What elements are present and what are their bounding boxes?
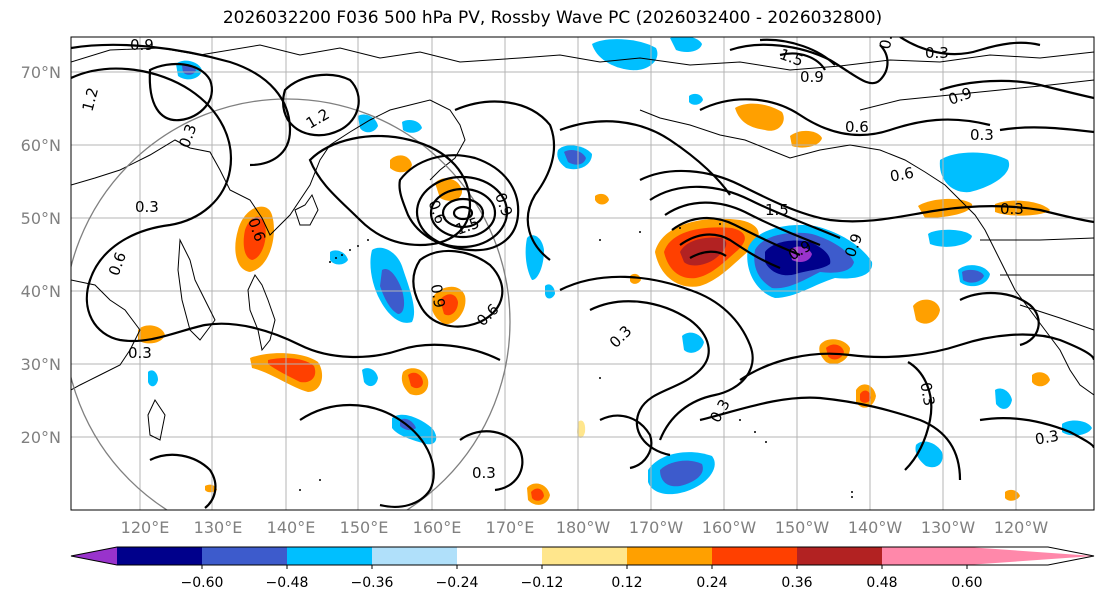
colorbar-tick-label: 0.12: [611, 575, 642, 591]
contour-label: 0.3: [472, 464, 496, 482]
contour-label: 0.6: [876, 24, 898, 51]
longitude-label: 120°E: [121, 518, 170, 537]
longitude-label: 140°E: [267, 518, 316, 537]
colorbar-segment: [202, 547, 287, 565]
colorbar-outline: [70, 546, 1095, 566]
longitude-label: 160°W: [702, 518, 757, 537]
latitude-label: 30°N: [21, 355, 61, 374]
map-border: [70, 36, 1095, 511]
contour-label: 0.6: [845, 118, 869, 136]
longitude-label: 120°W: [994, 518, 1049, 537]
latitude-axis: 70°N 60°N 50°N 40°N 30°N 20°N: [21, 63, 61, 447]
colorbar-tick-labels: −0.60 −0.48 −0.36 −0.24 −0.12 0.12 0.24 …: [181, 575, 983, 591]
colorbar-tick-marks: [201, 565, 968, 569]
latitude-label: 20°N: [21, 428, 61, 447]
longitude-label: 170°W: [629, 518, 684, 537]
longitude-label: 150°W: [775, 518, 830, 537]
colorbar-tick-label: −0.60: [181, 575, 224, 591]
colorbar-tick-label: 0.48: [866, 575, 897, 591]
contour-label: 0.9: [800, 68, 824, 86]
contour-label: 0.9: [427, 283, 449, 310]
colorbar-segment: [627, 547, 712, 565]
latitude-label: 40°N: [21, 282, 61, 301]
contour-label: 1.2: [79, 86, 103, 114]
colorbar-segment: [457, 547, 542, 565]
longitude-label: 130°W: [921, 518, 976, 537]
colorbar-tick-label: −0.24: [436, 575, 479, 591]
latitude-label: 70°N: [21, 63, 61, 82]
colorbar: −0.60 −0.48 −0.36 −0.24 −0.12 0.12 0.24 …: [70, 546, 1095, 591]
colorbar-tick-label: −0.36: [351, 575, 394, 591]
contour-label: 0.3: [135, 198, 159, 216]
longitude-label: 130°E: [194, 518, 243, 537]
latitude-label: 50°N: [21, 209, 61, 228]
colorbar-segment: [712, 547, 797, 565]
colorbar-segment: [372, 547, 457, 565]
colorbar-segment: [542, 547, 627, 565]
colorbar-extend-max: [967, 547, 1094, 565]
graticule: [71, 37, 1094, 510]
colorbar-segment: [287, 547, 372, 565]
longitude-label: 150°E: [340, 518, 389, 537]
contour-label: 0.6: [889, 164, 916, 186]
contour-label: 0.9: [130, 36, 154, 54]
longitude-label: 180°W: [556, 518, 611, 537]
contour-label: 0.3: [128, 344, 152, 362]
longitude-label: 170°E: [486, 518, 535, 537]
colorbar-tick-label: 0.36: [781, 575, 812, 591]
longitude-label: 140°W: [848, 518, 903, 537]
contour-label: 0.3: [1034, 427, 1061, 449]
contour-label: 1.5: [765, 201, 789, 219]
longitude-axis: 120°E 130°E 140°E 150°E 160°E 170°E 180°…: [121, 518, 1049, 537]
colorbar-segment: [882, 547, 967, 565]
contour-label: 0.3: [916, 381, 938, 408]
pv-contours: [71, 37, 1094, 509]
negative-anomaly-british-columbia: [939, 152, 1010, 193]
contour-label: 0.3: [925, 44, 949, 62]
colorbar-segment: [797, 547, 882, 565]
colorbar-tick-label: 0.60: [951, 575, 982, 591]
colorbar-tick-label: −0.48: [266, 575, 309, 591]
map-title: 2026032200 F036 500 hPa PV, Rossby Wave …: [222, 8, 883, 28]
latitude-label: 60°N: [21, 136, 61, 155]
colorbar-segment: [117, 547, 202, 565]
island-chains: [299, 223, 853, 498]
colorbar-tick-label: −0.12: [521, 575, 564, 591]
contour-label: 0.3: [1000, 200, 1024, 218]
great-circle-outline: [71, 98, 511, 510]
colorbar-extend-min: [71, 547, 117, 565]
contour-label: 0.3: [970, 126, 994, 144]
longitude-label: 160°E: [413, 518, 462, 537]
colorbar-tick-label: 0.24: [696, 575, 727, 591]
